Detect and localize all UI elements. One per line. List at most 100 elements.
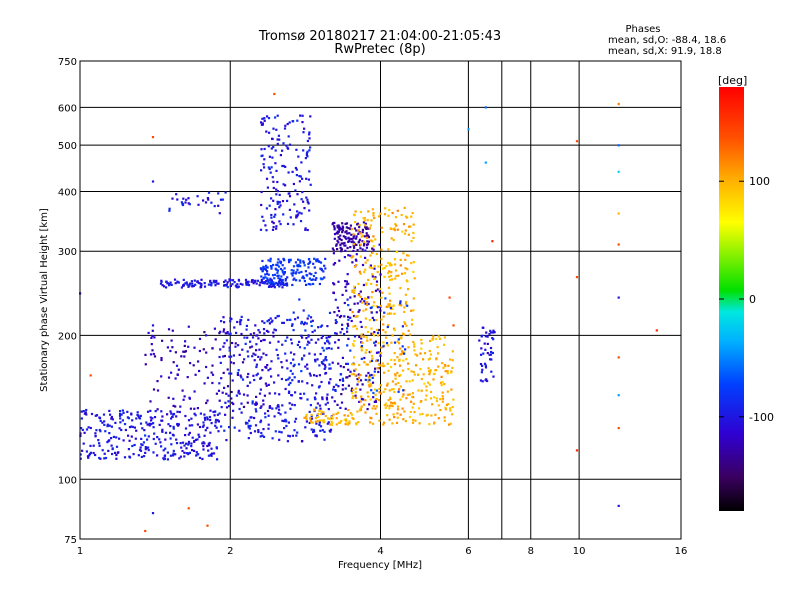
data-point <box>393 352 396 355</box>
data-point <box>246 384 249 387</box>
data-point <box>154 410 157 413</box>
data-point <box>127 434 130 437</box>
data-point <box>352 236 355 239</box>
data-point <box>293 429 296 432</box>
data-point <box>388 407 391 410</box>
data-point <box>365 232 368 235</box>
data-point <box>195 454 198 457</box>
data-point <box>286 440 289 443</box>
data-point <box>340 419 343 423</box>
data-point <box>259 435 262 438</box>
data-point <box>221 198 224 201</box>
data-point <box>347 324 350 327</box>
data-point <box>354 210 357 213</box>
data-point <box>319 261 323 264</box>
data-point <box>275 193 278 196</box>
data-point <box>120 428 123 432</box>
data-point <box>378 287 381 290</box>
data-point <box>199 286 202 289</box>
data-point <box>359 243 362 246</box>
data-point <box>368 266 371 269</box>
data-point <box>364 317 367 320</box>
data-point <box>163 458 166 461</box>
data-point <box>382 390 385 393</box>
data-point <box>335 332 338 335</box>
data-point <box>410 262 413 265</box>
data-point <box>374 238 377 241</box>
data-point <box>303 207 306 210</box>
data-point <box>186 376 189 379</box>
data-point <box>378 243 381 246</box>
data-point <box>232 409 235 412</box>
data-point <box>263 158 266 161</box>
data-point <box>389 365 393 369</box>
data-point <box>161 428 164 431</box>
data-point <box>319 407 322 410</box>
data-point <box>215 446 218 449</box>
data-point <box>329 378 332 381</box>
data-point <box>219 330 222 333</box>
data-point <box>359 247 362 250</box>
data-point <box>384 207 387 210</box>
data-point <box>156 436 159 439</box>
data-point <box>378 387 381 390</box>
data-point <box>217 420 220 423</box>
data-point <box>364 326 367 329</box>
data-point <box>197 453 200 456</box>
data-point <box>374 399 377 402</box>
data-point <box>197 203 200 206</box>
data-point <box>448 423 451 426</box>
data-point <box>366 378 370 382</box>
data-point <box>225 406 229 409</box>
data-point <box>119 421 122 424</box>
data-point <box>407 362 410 365</box>
data-point <box>278 201 281 204</box>
data-point <box>177 423 180 426</box>
data-point <box>175 415 178 418</box>
data-point <box>383 404 386 407</box>
data-point <box>407 233 410 236</box>
data-point <box>354 396 358 399</box>
data-point <box>193 346 196 349</box>
data-point <box>250 416 253 419</box>
data-point <box>328 311 332 314</box>
data-point <box>271 220 274 223</box>
data-point <box>187 345 190 348</box>
data-point <box>449 422 452 425</box>
data-point <box>305 177 308 180</box>
data-point <box>252 374 255 377</box>
data-point <box>305 322 308 325</box>
data-point <box>198 435 201 438</box>
data-point <box>208 415 212 419</box>
data-point <box>144 363 147 366</box>
data-point <box>167 376 171 379</box>
data-point <box>144 451 147 454</box>
data-point <box>170 283 173 286</box>
data-point <box>391 422 394 425</box>
data-point <box>346 362 349 365</box>
data-points <box>79 92 658 533</box>
data-point <box>320 361 323 364</box>
data-point <box>172 425 175 428</box>
data-point <box>151 329 154 332</box>
data-point <box>398 388 401 391</box>
data-point <box>370 373 373 377</box>
data-point <box>298 180 301 183</box>
data-point <box>261 117 264 120</box>
data-point <box>115 445 119 448</box>
data-point <box>294 391 297 394</box>
data-point <box>268 341 272 344</box>
data-point <box>353 363 356 366</box>
data-point <box>175 438 178 441</box>
data-point <box>213 205 216 208</box>
data-point <box>278 393 281 396</box>
data-point <box>277 357 280 360</box>
data-point <box>432 378 435 381</box>
data-point <box>367 236 370 239</box>
data-point <box>354 387 357 390</box>
data-point <box>261 259 264 263</box>
data-point <box>265 264 268 267</box>
data-point <box>408 225 411 228</box>
data-point <box>288 402 291 405</box>
data-point <box>188 397 191 400</box>
